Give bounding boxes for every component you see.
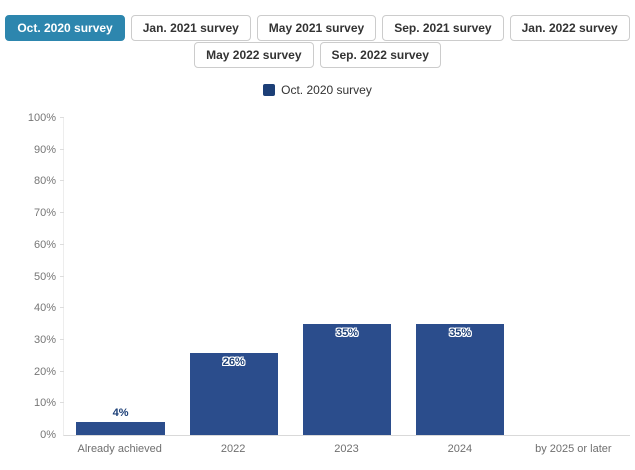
y-tick-mark	[60, 148, 64, 150]
tab-sep-2021-survey[interactable]: Sep. 2021 survey	[382, 15, 504, 41]
y-tick-label: 40%	[33, 302, 56, 315]
y-tick-mark	[60, 243, 64, 245]
bar-already-achieved: 4%	[76, 407, 165, 435]
bar-value-label: 4%	[112, 407, 129, 420]
tab-sep-2022-survey[interactable]: Sep. 2022 survey	[319, 42, 441, 68]
y-tick-mark	[60, 402, 64, 404]
plot-area: 0% 10% 20% 30% 40% 50% 60% 70% 80% 90% 1…	[28, 112, 630, 441]
y-tick-label: 100%	[27, 112, 56, 124]
bar-slot-2024: 35%	[404, 118, 517, 435]
y-tick-label: 90%	[33, 143, 56, 156]
x-label-2022: 2022	[220, 443, 246, 455]
y-tick-mark	[60, 307, 64, 309]
y-tick-mark	[60, 117, 64, 118]
tab-bar-row-2: May 2022 survey Sep. 2022 survey	[0, 42, 635, 68]
y-tick-label: 20%	[33, 365, 56, 378]
bar-slot-2023: 35%	[290, 118, 403, 435]
y-tick-label: 0%	[40, 429, 56, 441]
bar-slot-2022: 26%	[177, 118, 290, 435]
y-tick-mark	[60, 212, 64, 214]
legend-label: Oct. 2020 survey	[281, 83, 372, 97]
y-tick-label: 30%	[33, 333, 56, 346]
x-label-2023: 2023	[334, 443, 359, 455]
tab-jan-2021-survey[interactable]: Jan. 2021 survey	[130, 15, 251, 41]
x-label-by-2025-or-later: by 2025 or later	[535, 443, 612, 455]
bar-value-label: 35%	[449, 327, 472, 340]
tab-may-2021-survey[interactable]: May 2021 survey	[256, 15, 377, 41]
x-label-already-achieved: Already achieved	[77, 443, 162, 455]
legend-swatch-icon	[263, 84, 276, 96]
y-tick-label: 80%	[33, 175, 56, 188]
bar-slot-already-achieved: 4%	[64, 118, 177, 435]
y-tick-label: 70%	[33, 207, 56, 220]
tab-jan-2022-survey[interactable]: Jan. 2022 survey	[509, 15, 630, 41]
x-label-2024: 2024	[447, 443, 473, 455]
bar-2022: 26%	[189, 352, 278, 435]
y-tick-mark	[60, 180, 64, 182]
chart-legend: Oct. 2020 survey	[0, 83, 635, 97]
tab-bar-row-1: Oct. 2020 survey Jan. 2021 survey May 20…	[0, 15, 635, 41]
y-tick-label: 50%	[33, 270, 56, 283]
bars-container: 4% 26% 35% 35%	[64, 118, 630, 435]
x-axis-labels: Already achieved 2022 2023 2024 by 2025 …	[63, 443, 630, 455]
tab-oct-2020-survey[interactable]: Oct. 2020 survey	[5, 15, 125, 41]
y-tick-label: 60%	[33, 238, 56, 251]
y-tick-label: 10%	[33, 397, 56, 410]
y-tick-mark	[60, 338, 64, 340]
y-tick-mark	[60, 275, 64, 277]
bar-value-label: 35%	[335, 327, 359, 340]
tab-may-2022-survey[interactable]: May 2022 survey	[194, 42, 314, 68]
bar-2024: 35%	[416, 324, 505, 435]
bar-slot-by-2025-or-later	[517, 118, 630, 435]
y-tick-mark	[60, 370, 64, 372]
bar-value-label: 26%	[222, 355, 245, 368]
bar-2023: 35%	[302, 324, 392, 435]
